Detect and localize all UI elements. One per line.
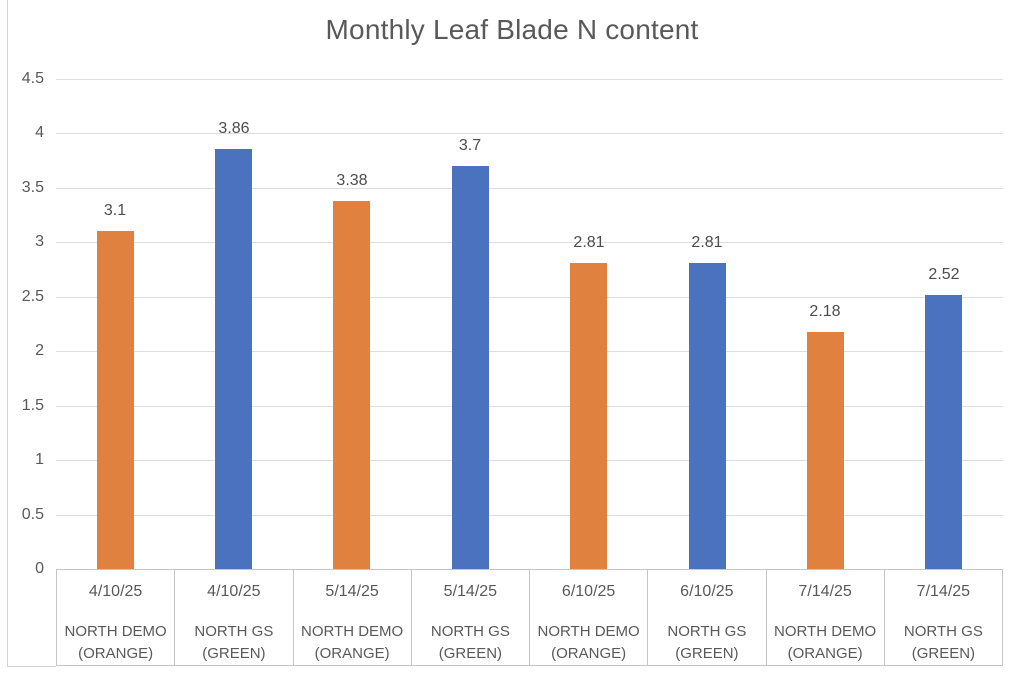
gridline	[56, 515, 1003, 516]
category-date: 4/10/25	[207, 583, 261, 600]
gridline	[56, 351, 1003, 352]
bar-blue	[215, 149, 252, 569]
category-label: 6/10/25 NORTH DEMO (ORANGE)	[529, 570, 647, 665]
y-axis-tick-label: 1	[35, 451, 44, 468]
category-group: NORTH GS (GREEN)	[194, 623, 274, 662]
bar-blue	[452, 166, 489, 569]
y-axis-tick-label: 4.5	[21, 70, 44, 87]
chart-left-border	[7, 0, 8, 667]
gridline	[56, 297, 1003, 298]
category-group: NORTH GS (GREEN)	[430, 623, 510, 662]
category-date: 7/14/25	[916, 583, 971, 600]
category-group: NORTH DEMO (ORANGE)	[774, 623, 877, 662]
category-group: NORTH DEMO (ORANGE)	[301, 623, 404, 662]
y-axis-tick-label: 1.5	[21, 397, 44, 414]
category-date: 6/10/25	[561, 583, 616, 600]
category-label: 7/14/25 NORTH GS (GREEN)	[883, 570, 1003, 665]
bar-orange	[570, 263, 607, 569]
category-label: 5/14/25 NORTH DEMO (ORANGE)	[292, 570, 411, 665]
y-axis-tick-label: 2.5	[21, 288, 44, 305]
category-label: 7/14/25 NORTH DEMO (ORANGE)	[765, 570, 884, 665]
chart-bottom-border	[7, 666, 56, 667]
y-axis-tick-label: 3	[35, 233, 44, 250]
bar-value-label: 2.81	[691, 234, 723, 251]
bar-orange	[807, 332, 844, 569]
bar-value-label: 3.7	[458, 137, 482, 154]
y-axis-tick-label: 3.5	[21, 179, 44, 196]
gridline	[56, 460, 1003, 461]
chart-title: Monthly Leaf Blade N content	[325, 14, 699, 45]
y-axis-tick-label: 4	[35, 124, 44, 141]
bar-orange	[333, 201, 370, 569]
gridline	[56, 406, 1003, 407]
bar-blue	[689, 263, 726, 569]
category-label: 5/14/25 NORTH GS (GREEN)	[410, 570, 529, 665]
bar-value-label: 2.81	[573, 234, 605, 251]
category-date: 4/10/25	[88, 583, 143, 600]
gridline	[56, 79, 1003, 80]
category-group: NORTH DEMO (ORANGE)	[64, 623, 167, 662]
category-group: NORTH GS (GREEN)	[903, 623, 983, 662]
category-label: 4/10/25 NORTH DEMO (ORANGE)	[56, 570, 174, 665]
category-date: 5/14/25	[325, 583, 379, 600]
bar-orange	[97, 231, 134, 569]
gridline	[56, 242, 1003, 243]
bar-value-label: 3.1	[103, 202, 127, 219]
category-date: 7/14/25	[798, 583, 852, 600]
y-axis-tick-label: 0	[35, 560, 44, 577]
bar-value-label: 3.86	[218, 120, 250, 137]
category-label: 4/10/25 NORTH GS (GREEN)	[174, 570, 292, 665]
y-axis-tick-label: 0.5	[21, 506, 44, 523]
category-group: NORTH DEMO (ORANGE)	[537, 623, 640, 662]
bar-value-label: 2.52	[928, 266, 960, 283]
bar-blue	[925, 295, 962, 569]
bar-value-label: 2.18	[809, 303, 841, 320]
category-label: 6/10/25 NORTH GS (GREEN)	[647, 570, 765, 665]
category-date: 5/14/25	[443, 583, 498, 600]
x-axis-label-row: 4/10/25 NORTH DEMO (ORANGE) 4/10/25 NORTH GS…	[56, 569, 1003, 666]
gridline	[56, 188, 1003, 189]
category-group: NORTH GS (GREEN)	[667, 623, 747, 662]
gridline	[56, 133, 1003, 134]
y-axis-tick-label: 2	[35, 342, 44, 359]
category-date: 6/10/25	[680, 583, 734, 600]
bar-value-label: 3.38	[336, 172, 368, 189]
